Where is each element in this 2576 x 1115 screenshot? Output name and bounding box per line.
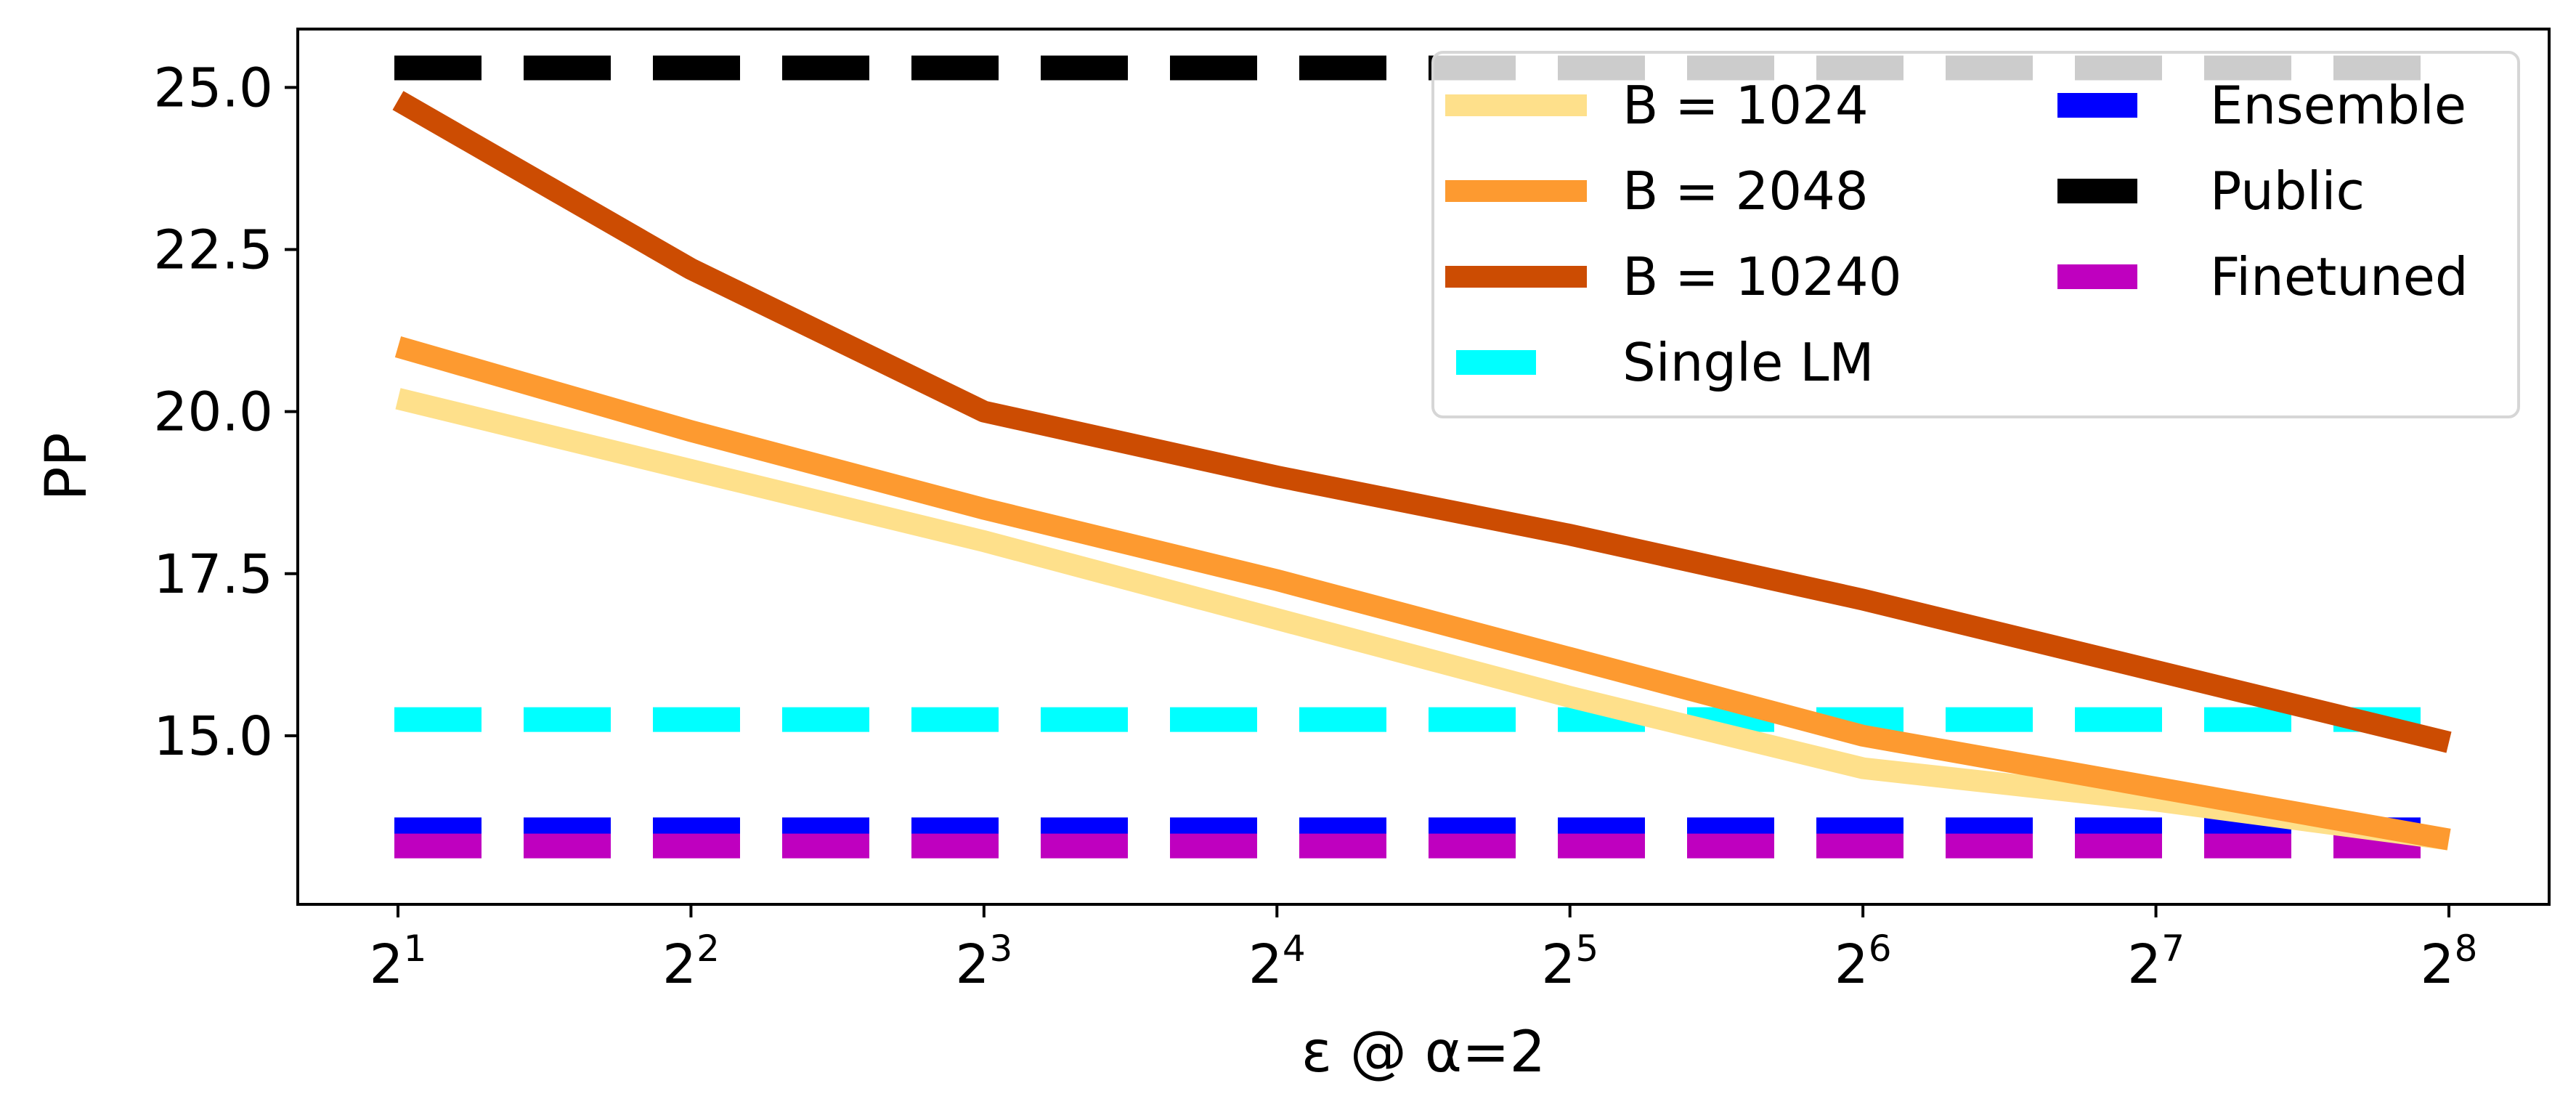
x-axis-title: ε @ α=2	[1301, 1020, 1545, 1085]
legend-label: Public	[2210, 161, 2365, 222]
legend-label: B = 2048	[1622, 161, 1869, 222]
y-axis-title: PP	[34, 432, 99, 500]
y-tick-label: 17.5	[153, 543, 273, 606]
series-line-b-1024	[395, 388, 2450, 851]
legend-item-ensemble: Ensemble	[2057, 75, 2466, 136]
legend-item-public: Public	[2057, 161, 2365, 222]
x-tick-label: 23	[955, 928, 1012, 996]
x-tick-label: 24	[1248, 928, 1306, 996]
legend: B = 1024 B = 2048 B = 10240 Single LM Ensemb…	[1431, 51, 2520, 418]
y-tick-label: 20.0	[153, 381, 273, 444]
series-line-b-2048	[394, 336, 2451, 851]
y-axis-ticks: 15.0 17.5 20.0 22.5 25.0	[153, 57, 298, 768]
legend-label: Single LM	[1622, 332, 1874, 393]
series-line-b-10240	[392, 91, 2452, 753]
legend-box	[1431, 51, 2520, 418]
x-tick-label: 28	[2421, 928, 2478, 996]
y-tick-label: 25.0	[153, 57, 273, 119]
legend-item-b-2048: B = 2048	[1445, 161, 1869, 222]
legend-item-b-1024: B = 1024	[1445, 75, 1869, 136]
x-tick-label: 27	[2127, 928, 2185, 996]
x-tick-label: 21	[370, 928, 427, 996]
legend-item-finetuned: Finetuned	[2057, 246, 2469, 307]
x-tick-label: 25	[1541, 928, 1598, 996]
y-tick-label: 15.0	[153, 705, 273, 768]
legend-item-b-10240: B = 10240	[1445, 246, 1902, 307]
plot-frame	[296, 28, 2551, 906]
x-tick-label: 22	[662, 928, 720, 996]
y-tick-label: 22.5	[153, 219, 273, 281]
legend-label: B = 10240	[1622, 246, 1902, 307]
legend-label: B = 1024	[1622, 75, 1869, 136]
data-series	[392, 91, 2452, 851]
x-tick-label: 26	[1835, 928, 1892, 996]
x-axis-ticks: 21 22 23 24 25 26 27 28	[370, 904, 2478, 996]
legend-label: Finetuned	[2210, 246, 2469, 307]
legend-item-single-lm: Single LM	[1456, 332, 1874, 393]
legend-label: Ensemble	[2210, 75, 2466, 136]
